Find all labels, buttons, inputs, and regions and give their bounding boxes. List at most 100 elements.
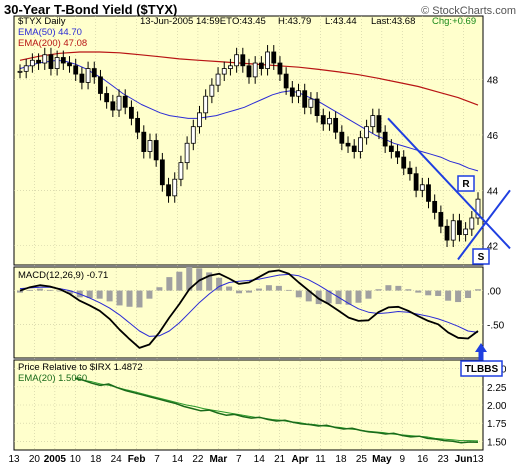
candle-body — [240, 54, 246, 67]
histogram-bar — [166, 277, 173, 291]
resistance-trendline — [387, 117, 511, 250]
candle-body — [345, 142, 351, 147]
candle-body — [407, 167, 413, 175]
x-tick-label: 7 — [154, 454, 160, 465]
x-tick-label: May — [372, 454, 392, 465]
histogram-bar — [176, 271, 183, 291]
candle-body — [370, 115, 376, 128]
candle-body — [190, 126, 196, 144]
histogram-bar — [345, 290, 352, 305]
x-axis: 13 20 2005 10 18 24 Feb 7 14 22 Mar 7 14 21 Apr 11 18 25 M… — [8, 454, 484, 465]
histogram-bar — [325, 290, 332, 304]
histogram-bar — [136, 290, 143, 308]
ema50-label: EMA(50) 44.70 — [18, 27, 82, 38]
x-tick-label: 24 — [111, 454, 123, 465]
candle-body — [60, 57, 66, 64]
x-tick-label: 14 — [254, 454, 266, 465]
histogram-bar — [295, 290, 302, 298]
histogram-bar — [186, 267, 193, 291]
histogram-bar — [17, 290, 23, 293]
histogram-bar — [355, 290, 362, 303]
histogram-bar — [226, 286, 233, 291]
candle-body — [252, 62, 258, 78]
relative-label: Price Relative to $IRX 1.4872 — [18, 362, 143, 373]
y-tick-label: 48 — [487, 76, 499, 87]
candle-body — [147, 140, 153, 152]
candle-body — [67, 62, 72, 67]
x-tick-label: 7 — [236, 454, 242, 465]
candle-body — [178, 162, 184, 180]
ema200-label: EMA(200) 47.08 — [18, 38, 87, 49]
histogram-bar — [275, 285, 282, 291]
candle-body — [29, 59, 35, 67]
histogram-bar — [66, 290, 73, 294]
histogram-bar — [156, 287, 163, 291]
candle-body — [36, 59, 41, 64]
histogram-bar — [126, 290, 133, 307]
histogram-bar — [445, 290, 452, 301]
resistance-marker: R — [457, 175, 475, 192]
candle-body — [463, 228, 469, 235]
candle-body — [79, 73, 85, 83]
x-tick-label: 16 — [417, 454, 429, 465]
macd-label: MACD(12,26,9) -0.71 — [18, 270, 108, 281]
histogram-bar — [455, 290, 462, 303]
y-tick-label: 1.50 — [487, 437, 507, 448]
histogram-bar — [305, 290, 312, 302]
chart-title: 30-Year T-Bond Yield ($TYX) — [4, 2, 177, 17]
candle-body — [475, 198, 481, 219]
candle-body — [265, 51, 270, 69]
histogram-bar — [146, 290, 153, 299]
histogram-bar — [86, 290, 93, 299]
candle-body — [469, 217, 475, 230]
candle-body — [277, 62, 283, 75]
candle-body — [129, 106, 134, 119]
candle-body — [432, 200, 438, 213]
histogram-bar — [36, 288, 43, 291]
histogram-bar — [435, 290, 442, 296]
y-tick-label: 46 — [487, 131, 499, 142]
x-tick-label: 10 — [70, 454, 82, 465]
candle-body — [42, 54, 48, 64]
candle-body — [283, 73, 289, 89]
x-tick-label: Apr — [291, 454, 308, 465]
candle-body — [457, 220, 462, 235]
candle-body — [388, 145, 394, 152]
open-label: O:43.45 — [232, 16, 266, 27]
symbol-label: $TYX Daily — [18, 16, 66, 27]
x-tick-label: 11 — [315, 454, 326, 465]
candle-body — [419, 184, 425, 191]
histogram-bar — [255, 288, 262, 291]
candle-body — [172, 178, 178, 197]
histogram-bar — [415, 290, 422, 293]
relative-line — [74, 377, 479, 444]
candle-body — [122, 95, 128, 108]
x-tick-label: 13 — [8, 454, 20, 465]
candle-body — [314, 98, 320, 117]
candle-body — [166, 184, 171, 197]
y-tick-label: -.50 — [487, 320, 505, 331]
watermark: © StockCharts.com — [421, 5, 516, 17]
x-tick-label: Mar — [209, 454, 227, 465]
histogram-bar — [285, 289, 292, 291]
histogram-bar — [385, 285, 392, 291]
candle-body — [203, 95, 209, 114]
candle-body — [116, 95, 122, 111]
candle-body — [153, 140, 159, 161]
macd-line — [19, 269, 479, 349]
relative-ema-line — [74, 378, 479, 442]
tlbbs-marker: TLBBS — [460, 343, 503, 377]
candle-body — [351, 145, 357, 152]
support-trendline — [457, 189, 511, 261]
candle-body — [258, 62, 264, 69]
macd-signal-line — [19, 273, 479, 337]
candle-body — [98, 76, 103, 94]
candle-body — [358, 137, 363, 152]
histogram-bar — [405, 289, 412, 291]
candle-body — [289, 87, 295, 97]
x-tick-label: 14 — [172, 454, 184, 465]
x-tick-label: 22 — [192, 454, 204, 465]
histogram-bar — [365, 290, 372, 299]
change-label: Chg:+0.69 — [432, 16, 476, 27]
